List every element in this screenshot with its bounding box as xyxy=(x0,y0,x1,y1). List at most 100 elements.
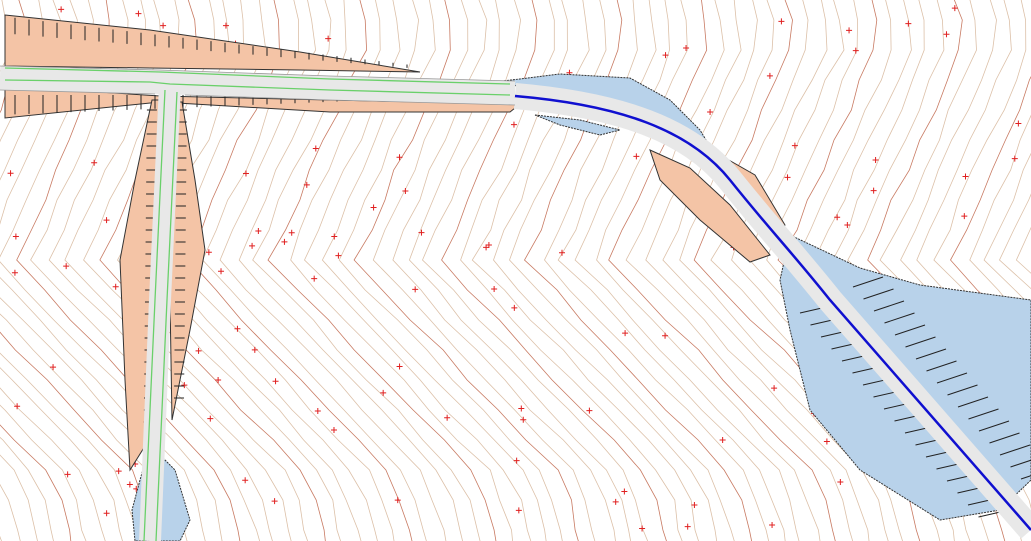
contour-line xyxy=(950,76,1031,343)
survey-point xyxy=(331,233,338,240)
survey-point xyxy=(160,22,167,29)
survey-point xyxy=(510,121,517,128)
survey-point xyxy=(943,31,950,38)
survey-point xyxy=(314,408,321,415)
hatch-tick xyxy=(852,276,884,288)
contour-line xyxy=(596,0,821,541)
hatch-tick xyxy=(968,408,999,420)
survey-point xyxy=(515,507,522,514)
survey-point xyxy=(791,142,798,149)
survey-point xyxy=(586,407,593,414)
survey-point xyxy=(520,416,527,423)
survey-point xyxy=(483,244,490,251)
road-surface xyxy=(0,66,516,105)
road-edge xyxy=(0,89,516,106)
hatch-tick xyxy=(989,432,1020,444)
hatch-tick xyxy=(873,300,905,312)
survey-point xyxy=(234,325,241,332)
survey-point xyxy=(242,477,249,484)
survey-point xyxy=(135,10,142,17)
contour-line xyxy=(999,193,1031,290)
survey-point xyxy=(444,414,451,421)
survey-point xyxy=(846,27,853,34)
contour-line xyxy=(0,454,38,541)
survey-point xyxy=(58,6,65,13)
contour-line xyxy=(900,0,1031,400)
contour-line xyxy=(645,0,870,541)
survey-point xyxy=(684,523,691,530)
survey-point xyxy=(707,109,714,116)
survey-point xyxy=(1015,120,1022,127)
survey-point xyxy=(1011,155,1018,162)
survey-point xyxy=(222,22,229,29)
survey-point xyxy=(7,170,14,177)
survey-point xyxy=(396,363,403,370)
hatch-tick xyxy=(894,324,926,336)
hatch-tick xyxy=(1020,475,1031,480)
survey-point xyxy=(622,330,629,337)
survey-point xyxy=(207,415,214,422)
survey-point xyxy=(14,403,21,410)
survey-point xyxy=(91,159,98,166)
cut-slope xyxy=(534,114,621,136)
hatch-tick xyxy=(1010,459,1031,468)
survey-point xyxy=(719,436,726,443)
hatch-tick xyxy=(936,372,968,384)
contour-line xyxy=(0,367,123,541)
survey-point xyxy=(330,426,337,433)
survey-point xyxy=(823,438,830,445)
hatch-tick xyxy=(905,336,936,348)
survey-point xyxy=(103,510,110,517)
hatch-tick xyxy=(999,444,1031,456)
centerline xyxy=(143,89,166,541)
survey-point xyxy=(271,498,278,505)
survey-point xyxy=(558,249,565,256)
contour-line xyxy=(0,424,72,541)
centerline xyxy=(4,67,511,85)
survey-point xyxy=(370,204,377,211)
survey-point xyxy=(418,229,425,236)
survey-point xyxy=(834,214,841,221)
survey-point xyxy=(50,364,57,371)
survey-point xyxy=(662,52,669,59)
centerline xyxy=(155,91,178,541)
contour-line xyxy=(0,404,87,541)
survey-point xyxy=(303,181,310,188)
survey-point xyxy=(852,47,859,54)
contour-line xyxy=(0,0,139,541)
survey-point xyxy=(251,346,258,353)
survey-point xyxy=(518,405,525,412)
survey-point xyxy=(683,44,690,51)
contour-line xyxy=(608,0,836,541)
contour-line xyxy=(574,0,800,541)
fill-slope xyxy=(649,149,771,263)
contour-line xyxy=(916,0,1031,383)
survey-point xyxy=(115,468,122,475)
hatch-tick xyxy=(863,288,894,300)
survey-point xyxy=(513,457,520,464)
road-edge xyxy=(0,65,516,82)
survey-point xyxy=(784,174,791,181)
survey-point xyxy=(612,498,619,505)
survey-point xyxy=(63,263,70,270)
contour-line xyxy=(933,0,1031,363)
survey-point xyxy=(181,382,188,389)
road-surface xyxy=(139,84,181,541)
hatch-tick xyxy=(884,312,915,324)
contour-line xyxy=(969,114,1031,330)
survey-point xyxy=(281,238,288,245)
hatch-tick xyxy=(947,384,978,396)
survey-point xyxy=(844,222,851,229)
survey-point xyxy=(64,471,71,478)
road-edges xyxy=(0,65,516,106)
survey-point xyxy=(769,522,776,529)
survey-point xyxy=(335,252,342,259)
survey-point xyxy=(962,173,969,180)
survey-point xyxy=(511,304,518,311)
contour-line xyxy=(625,0,854,541)
survey-point xyxy=(491,286,498,293)
survey-point xyxy=(396,154,403,161)
survey-point xyxy=(961,213,968,220)
